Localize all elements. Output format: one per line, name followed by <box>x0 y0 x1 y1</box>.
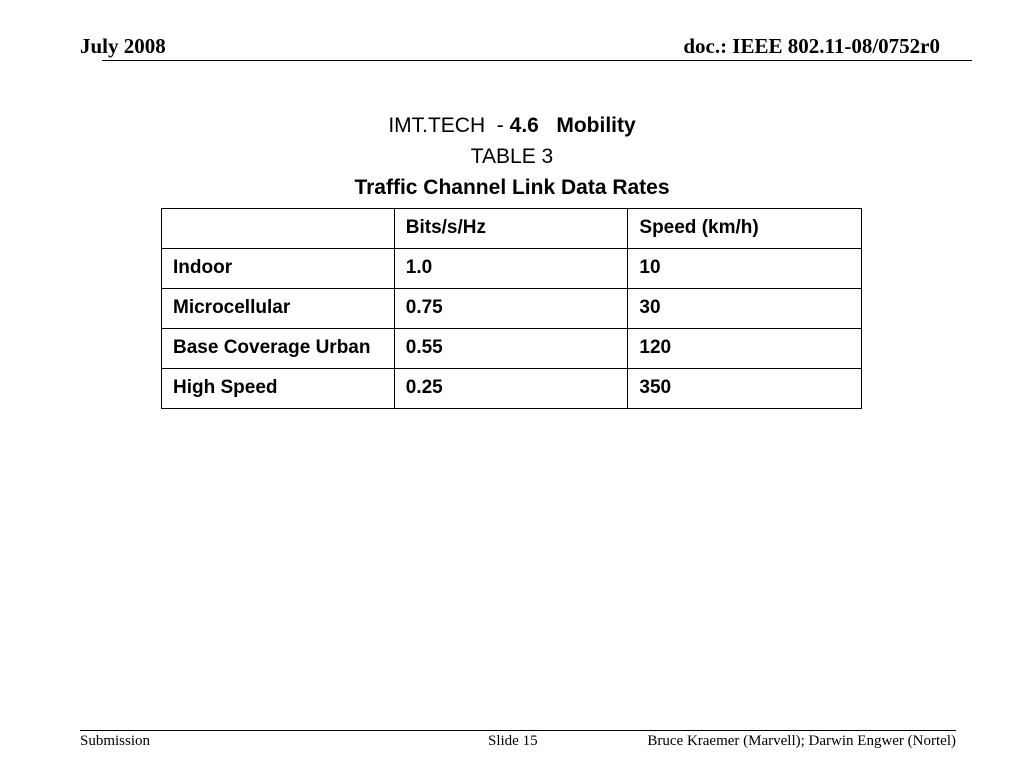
table-cell: Base Coverage Urban <box>161 328 395 369</box>
table-row: High Speed 0.25 350 <box>161 368 862 409</box>
table-header-cell <box>161 208 395 249</box>
table-cell: 350 <box>627 368 862 409</box>
table-row: Indoor 1.0 10 <box>161 248 862 289</box>
title-line-3: Traffic Channel Link Data Rates <box>354 176 670 199</box>
slide-title: IMT.TECH - 4.6 Mobility TABLE 3 Traffic … <box>0 110 1024 203</box>
data-rates-table: Bits/s/Hz Speed (km/h) Indoor 1.0 10 Mic… <box>161 208 862 409</box>
title-line-1: IMT.TECH - 4.6 Mobility <box>0 110 1024 141</box>
footer-submission: Submission <box>80 733 151 749</box>
table-cell: 1.0 <box>393 248 629 289</box>
header-divider <box>102 60 972 61</box>
header-date: July 2008 <box>80 34 166 58</box>
table-cell: 0.75 <box>393 288 629 329</box>
title-line-2: TABLE 3 <box>470 145 554 168</box>
table-cell: 10 <box>627 248 862 289</box>
title-section: 4.6 Mobility <box>509 114 636 137</box>
table-cell: 120 <box>627 328 862 369</box>
table-row: Microcellular 0.75 30 <box>161 288 862 329</box>
table-cell: 30 <box>627 288 862 329</box>
table-cell: Microcellular <box>161 288 395 329</box>
footer-slide-number: Slide 15 <box>488 733 538 749</box>
table-header-cell: Speed (km/h) <box>627 208 862 249</box>
footer-divider <box>80 730 956 731</box>
title-prefix: IMT.TECH - <box>388 114 510 137</box>
table-header-cell: Bits/s/Hz <box>393 208 629 249</box>
table-cell: 0.55 <box>393 328 629 369</box>
header-doc-id: doc.: IEEE 802.11-08/0752r0 <box>683 34 940 58</box>
table-cell: High Speed <box>161 368 395 409</box>
table-cell: 0.25 <box>393 368 629 409</box>
table-header-row: Bits/s/Hz Speed (km/h) <box>161 208 862 249</box>
table-cell: Indoor <box>161 248 395 289</box>
table-row: Base Coverage Urban 0.55 120 <box>161 328 862 369</box>
footer-authors: Bruce Kraemer (Marvell); Darwin Engwer (… <box>647 733 956 749</box>
